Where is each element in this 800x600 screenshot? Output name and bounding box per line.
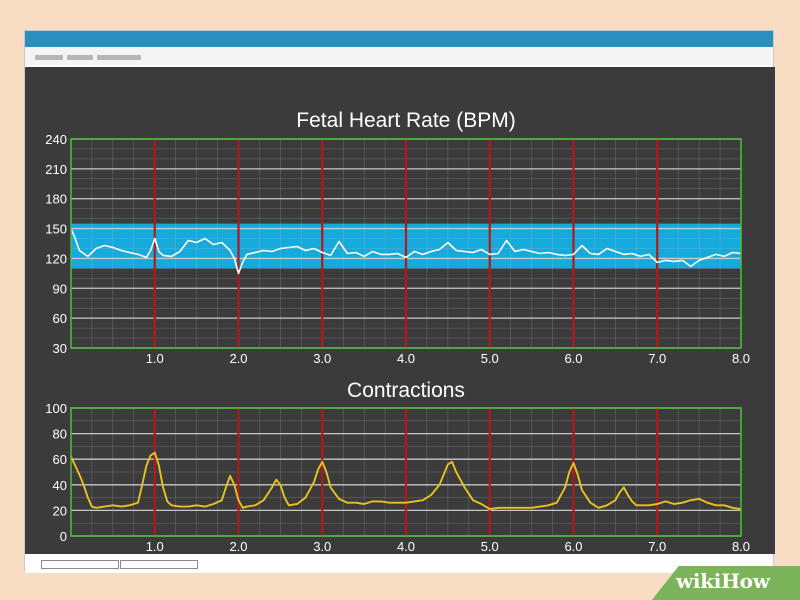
window-toolbar <box>25 47 773 65</box>
y-tick-label: 120 <box>45 251 67 266</box>
logo-text: wikiHow <box>676 569 770 593</box>
window-footer <box>25 554 773 573</box>
footer-button[interactable] <box>41 560 119 569</box>
monitor-charts: Fetal Heart Rate (BPM) 30 60 90 120 150 180 210… <box>45 109 750 554</box>
x-tick-label: 5.0 <box>481 351 499 366</box>
x-tick-label: 1.0 <box>146 539 164 554</box>
y-tick-label: 180 <box>45 192 67 207</box>
logo-text-how: How <box>721 569 770 593</box>
plot-frame <box>70 407 742 537</box>
chart-title: Fetal Heart Rate (BPM) <box>296 109 515 132</box>
x-tick-label: 4.0 <box>397 351 415 366</box>
x-tick-label: 6.0 <box>564 539 582 554</box>
y-tick-label: 150 <box>45 222 67 237</box>
y-tick-label: 60 <box>53 452 67 467</box>
toolbar-button[interactable] <box>67 55 93 60</box>
x-tick-label: 4.0 <box>397 539 415 554</box>
y-tick-label: 100 <box>45 401 67 416</box>
x-tick-label: 6.0 <box>564 351 582 366</box>
y-tick-label: 240 <box>45 132 67 147</box>
toolbar-button[interactable] <box>97 55 141 60</box>
x-tick-label: 8.0 <box>732 351 750 366</box>
x-tick-label: 7.0 <box>648 539 666 554</box>
x-tick-label: 2.0 <box>229 539 247 554</box>
monitor-window: Fetal Heart Rate (BPM) 30 60 90 120 150 180 210… <box>24 30 775 573</box>
y-tick-label: 0 <box>60 529 67 544</box>
fetal-heart-rate-chart: Fetal Heart Rate (BPM) 30 60 90 120 150 180 210… <box>45 109 750 366</box>
x-tick-label: 2.0 <box>229 351 247 366</box>
y-tick-label: 20 <box>53 503 67 518</box>
x-tick-label: 1.0 <box>146 351 164 366</box>
toolbar-button[interactable] <box>35 55 63 60</box>
x-tick-label: 8.0 <box>732 539 750 554</box>
wikihow-logo: wikiHow <box>652 566 800 600</box>
y-tick-label: 80 <box>53 427 67 442</box>
heart-rate-line <box>70 228 742 275</box>
footer-button[interactable] <box>120 560 198 569</box>
x-tick-label: 3.0 <box>313 539 331 554</box>
chart-title: Contractions <box>347 379 465 402</box>
x-tick-label: 3.0 <box>313 351 331 366</box>
logo-text-wiki: wiki <box>676 569 722 593</box>
x-tick-label: 7.0 <box>648 351 666 366</box>
plot-frame <box>70 138 742 349</box>
contractions-chart: Contractions 0 20 40 60 80 100 1.0 2.0 3.0 4.0 5.0 6… <box>45 379 750 554</box>
y-tick-label: 40 <box>53 478 67 493</box>
contraction-line <box>70 451 742 511</box>
x-tick-label: 5.0 <box>481 539 499 554</box>
logo-background <box>652 566 800 600</box>
chart-screen: Fetal Heart Rate (BPM) 30 60 90 120 150 180 210… <box>25 67 775 554</box>
window-titlebar <box>25 31 773 47</box>
y-tick-label: 60 <box>53 311 67 326</box>
y-tick-label: 30 <box>53 341 67 356</box>
y-tick-label: 90 <box>53 281 67 296</box>
y-tick-label: 210 <box>45 162 67 177</box>
